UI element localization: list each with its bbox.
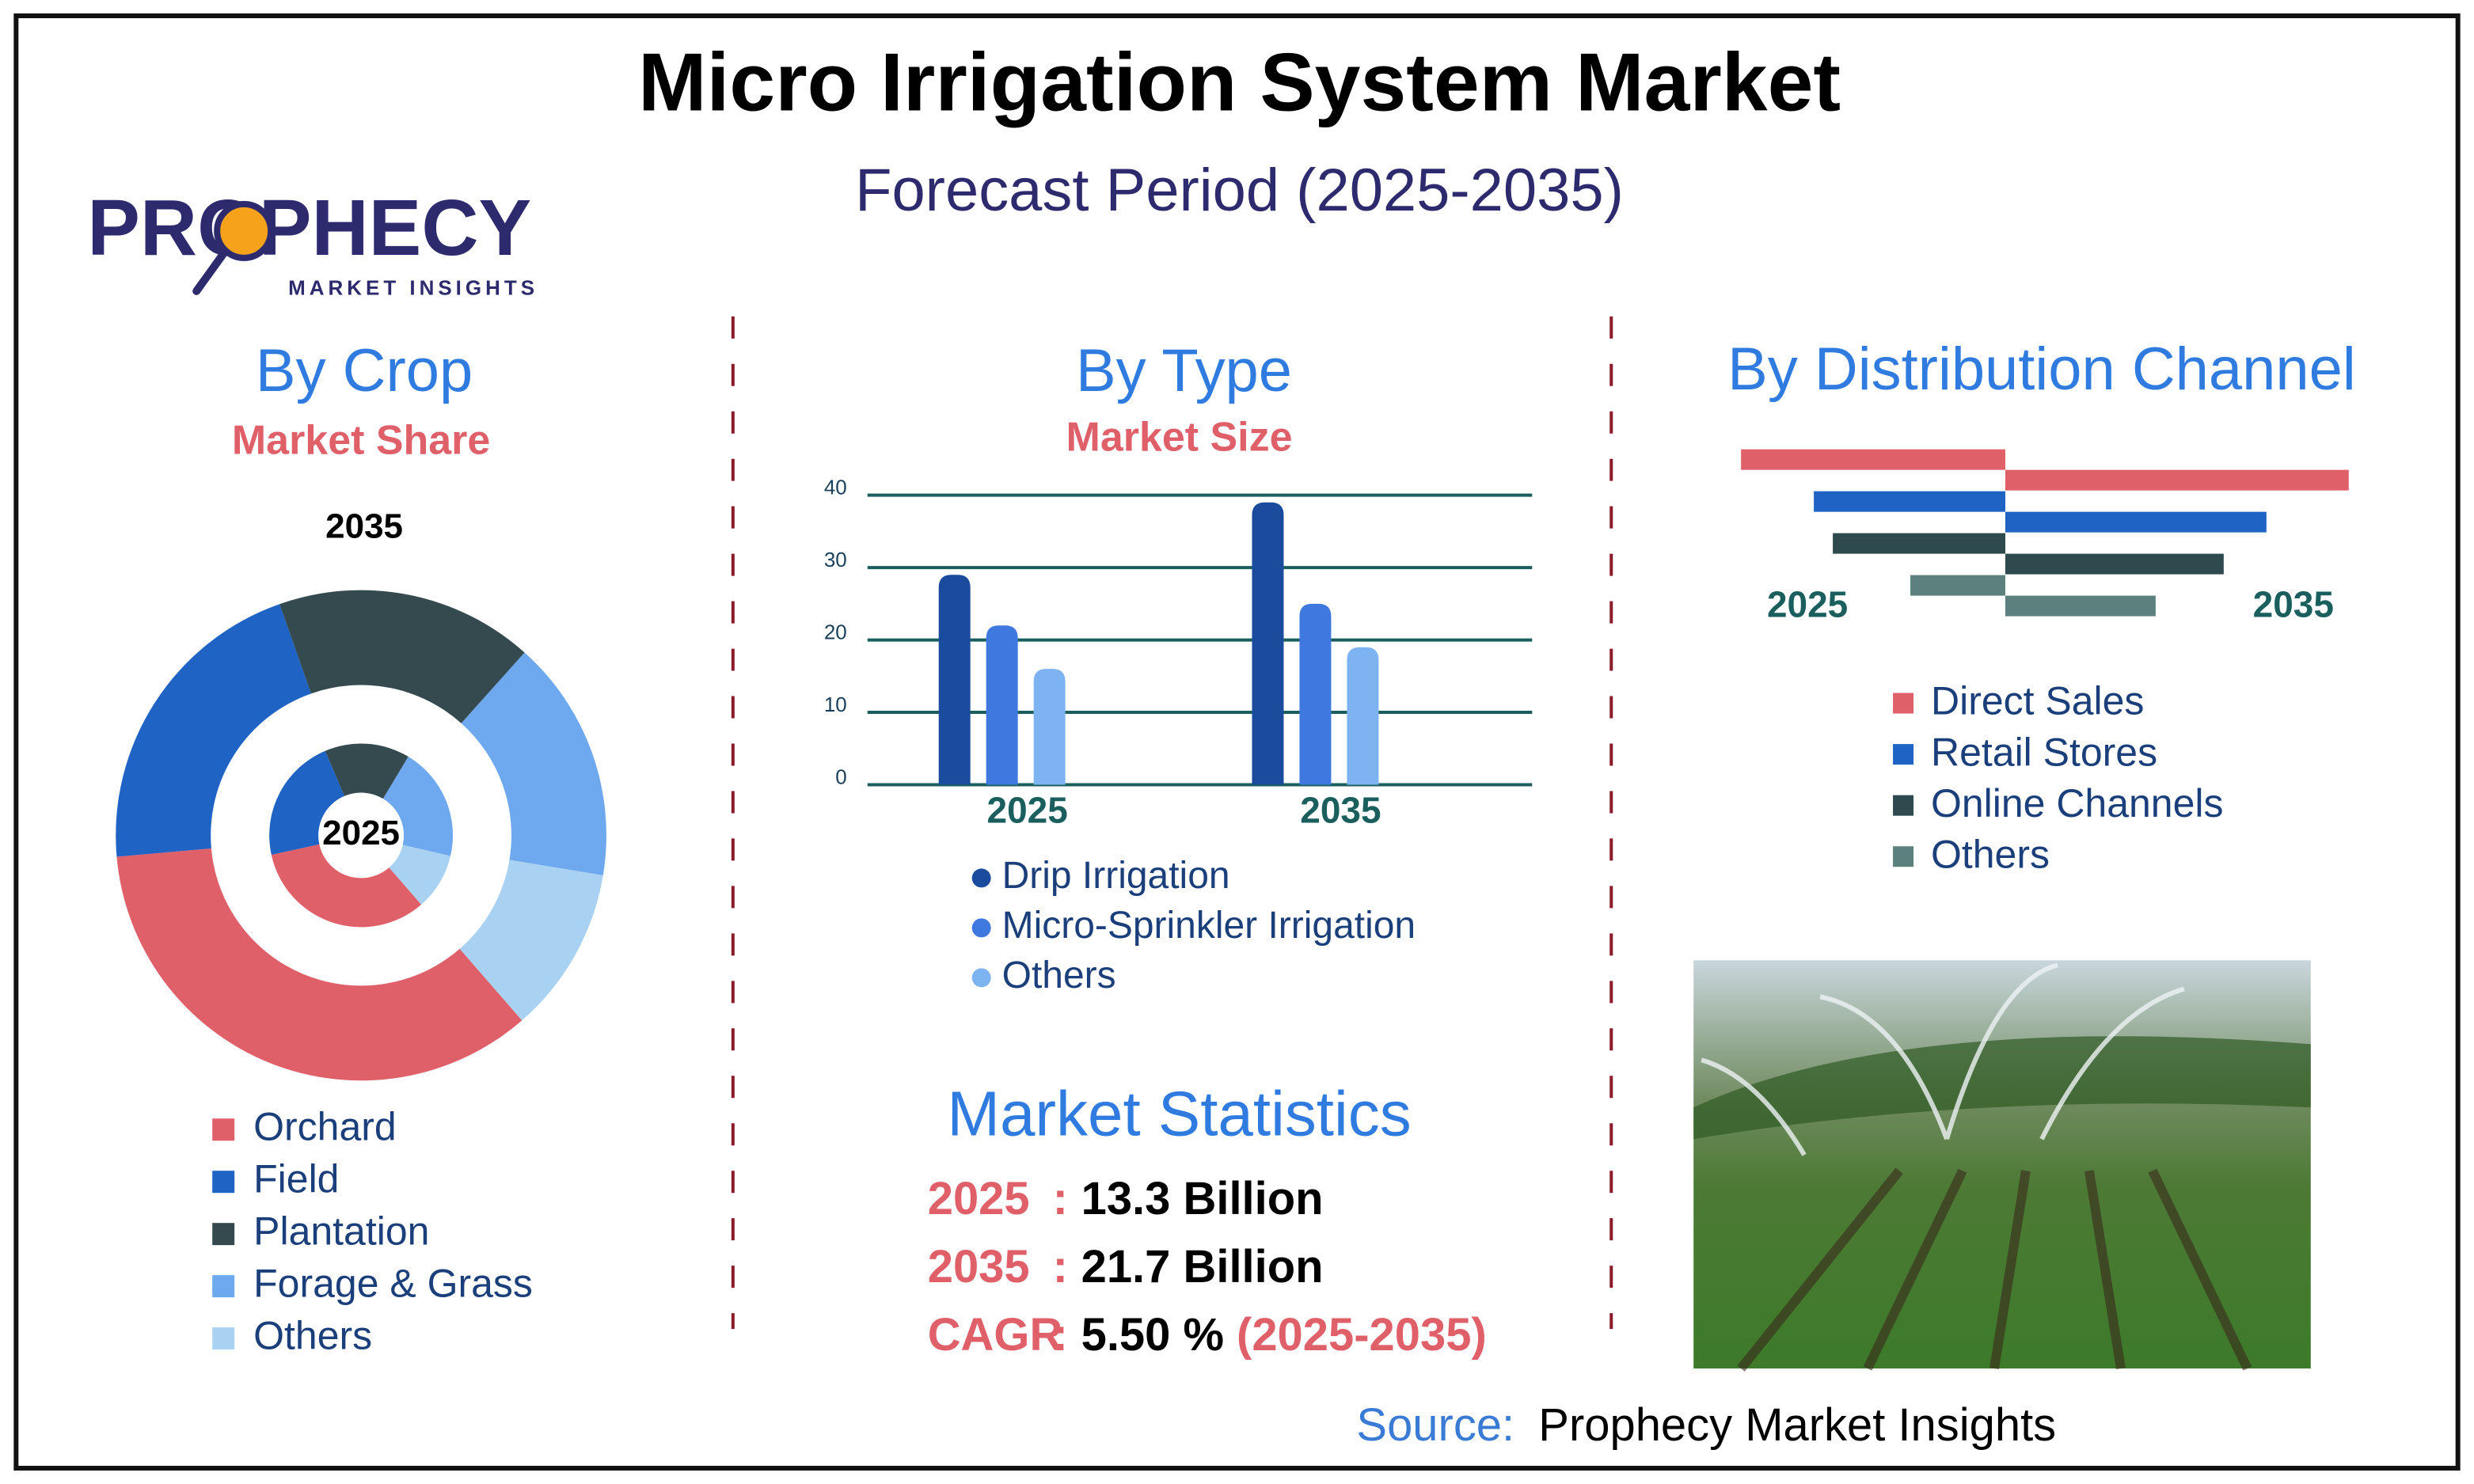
y-tick-label: 30 <box>824 548 847 571</box>
stat-separator: : <box>1053 1242 1068 1292</box>
subtitle: Forecast Period (2025-2035) <box>855 157 1624 224</box>
y-tick-label: 40 <box>824 476 847 499</box>
legend-marker <box>212 1275 235 1298</box>
stat-label: 2025 <box>928 1175 1030 1225</box>
source-text: Prophecy Market Insights <box>1538 1400 2056 1451</box>
y-tick-label: 10 <box>824 693 847 716</box>
stats-title: Market Statistics <box>947 1078 1411 1148</box>
y-tick-label: 0 <box>835 765 846 788</box>
x-tick-label: 2035 <box>1300 790 1381 831</box>
photo-rows <box>1737 1167 2252 1372</box>
legend-marker <box>1893 795 1914 816</box>
stat-row: 2025:13.3 Billion <box>928 1175 1324 1225</box>
donut-slice <box>269 750 345 855</box>
legend-marker <box>971 918 991 938</box>
chart-title: By Type <box>1076 337 1292 404</box>
donut-slice <box>116 848 523 1081</box>
legend-marker <box>1893 744 1914 765</box>
donut-slice <box>459 860 603 1021</box>
ring-label: 2025 <box>322 814 400 852</box>
bar <box>2005 511 2267 533</box>
stat-label: CAGR <box>928 1310 1063 1361</box>
bar <box>2005 595 2156 617</box>
legend-marker <box>971 968 991 988</box>
series-label: 2025 <box>1767 584 1848 625</box>
chart-title: By Distribution Channel <box>1727 336 2356 403</box>
legend-label: Plantation <box>253 1209 429 1253</box>
legend-label: Others <box>1931 832 2050 876</box>
logo-name: PROPHECY <box>87 184 531 272</box>
stat-value: 5.50 % <box>1081 1310 1224 1361</box>
bar <box>1910 575 2005 596</box>
legend-marker <box>971 868 991 888</box>
bar <box>1814 491 2005 512</box>
y-tick-label: 20 <box>824 620 847 643</box>
photo <box>1693 960 2311 1372</box>
stat-separator: : <box>1053 1175 1068 1225</box>
stat-separator: : <box>1053 1310 1068 1361</box>
source: Source: Prophecy Market Insights <box>1356 1400 2056 1451</box>
chart-title: By Crop <box>256 337 473 404</box>
legend-label: Direct Sales <box>1931 679 2144 723</box>
photo-trees <box>1693 1036 2311 1140</box>
legend-marker <box>212 1171 235 1194</box>
legend-marker <box>1893 846 1914 867</box>
bar <box>2005 553 2224 575</box>
legend-marker <box>212 1118 235 1141</box>
legend-marker <box>1893 693 1914 714</box>
legend-label: Field <box>253 1156 339 1201</box>
donut-slice <box>271 844 422 928</box>
donut-slice <box>461 652 606 876</box>
bar <box>1833 533 2005 554</box>
donut-slice <box>389 844 451 905</box>
stat-label: 2035 <box>928 1242 1030 1292</box>
source-label: Source: <box>1356 1400 1514 1451</box>
bar <box>1252 502 1284 785</box>
series-label: 2035 <box>2253 584 2334 625</box>
donut-slice <box>279 590 525 723</box>
stat-period: (2025-2035) <box>1237 1310 1487 1361</box>
legend-label: Others <box>1002 955 1116 996</box>
bar <box>1033 669 1066 785</box>
chart-subtitle: Market Size <box>1066 414 1293 460</box>
stat-row: CAGR: 5.50 % (2025-2035) <box>928 1310 1487 1361</box>
bar <box>938 575 971 785</box>
bar <box>2005 469 2349 491</box>
logo-tagline: MARKET INSIGHTS <box>288 276 538 300</box>
stat-value: 13.3 Billion <box>1081 1175 1324 1225</box>
legend-label: Retail Stores <box>1931 730 2157 774</box>
legend-label: Others <box>253 1313 372 1357</box>
donut-slice <box>325 743 409 799</box>
chart-subtitle: Market Share <box>232 417 490 463</box>
logo-handle <box>192 247 230 295</box>
legend-label: Drip Irrigation <box>1002 855 1230 897</box>
bar <box>1299 603 1332 785</box>
legend-label: Orchard <box>253 1104 397 1148</box>
x-tick-label: 2025 <box>987 790 1068 831</box>
legend-label: Forage & Grass <box>253 1261 533 1305</box>
logo: PROPHECY MARKET INSIGHTS <box>87 184 538 300</box>
legend-marker <box>212 1327 235 1350</box>
legend-marker <box>212 1223 235 1246</box>
donut-slice <box>382 757 454 856</box>
logo-lens <box>214 200 275 261</box>
donut-slice <box>116 604 312 857</box>
title: Micro Irrigation System Market <box>638 36 1841 128</box>
stat-row: 2035:21.7 Billion <box>928 1242 1324 1292</box>
legend-label: Online Channels <box>1931 781 2223 825</box>
photo-spray <box>1701 962 2185 1156</box>
bar <box>1347 647 1379 785</box>
legend-label: Micro-Sprinkler Irrigation <box>1002 905 1416 947</box>
ring-label: 2035 <box>325 507 403 545</box>
bar <box>986 625 1018 785</box>
stat-value: 21.7 Billion <box>1081 1242 1324 1292</box>
bar <box>1741 449 2005 470</box>
